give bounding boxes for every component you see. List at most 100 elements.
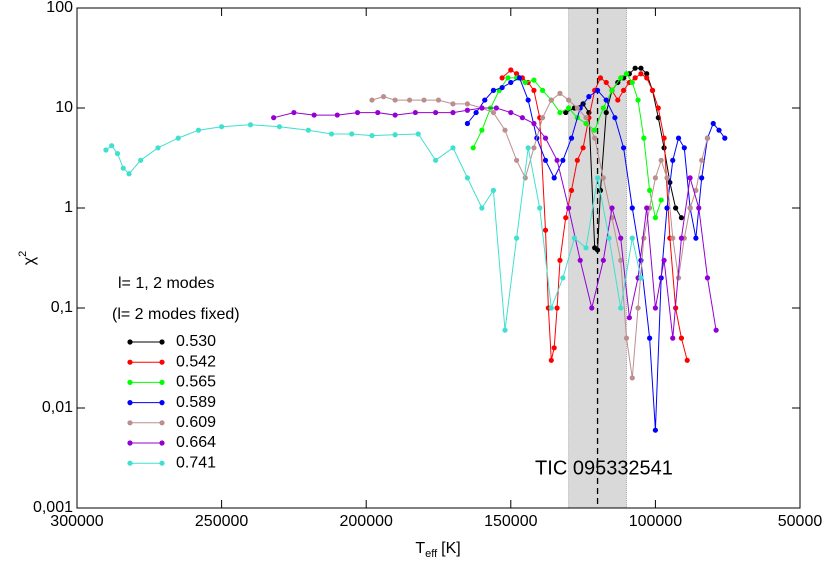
data-point bbox=[594, 87, 601, 93]
data-point bbox=[551, 345, 557, 351]
data-point bbox=[522, 175, 528, 181]
data-point bbox=[531, 87, 537, 93]
data-point bbox=[380, 94, 387, 100]
data-point bbox=[638, 257, 644, 263]
data-point bbox=[629, 205, 635, 211]
data-point bbox=[392, 112, 398, 118]
legend-marker bbox=[127, 420, 133, 426]
data-point bbox=[542, 157, 549, 163]
annotation: TIC 095332541 bbox=[535, 457, 673, 479]
data-point bbox=[577, 257, 583, 263]
series-line bbox=[371, 92, 708, 378]
data-point bbox=[647, 187, 653, 193]
legend-label: 0.589 bbox=[176, 394, 216, 411]
data-point bbox=[311, 112, 317, 118]
data-point bbox=[652, 215, 659, 221]
data-point bbox=[554, 305, 560, 311]
data-point bbox=[632, 75, 638, 81]
data-point bbox=[603, 97, 609, 103]
data-point bbox=[502, 327, 508, 333]
data-point bbox=[603, 109, 609, 116]
data-point bbox=[586, 94, 592, 100]
y-tick-label: 0,01 bbox=[42, 399, 73, 416]
data-point bbox=[644, 71, 650, 77]
data-point bbox=[678, 235, 685, 241]
data-point bbox=[479, 127, 485, 133]
x-tick-label: 200000 bbox=[340, 513, 393, 530]
y-tick-label: 100 bbox=[46, 0, 73, 16]
data-point bbox=[661, 145, 667, 151]
data-point bbox=[713, 327, 719, 333]
legend-marker bbox=[159, 400, 165, 406]
data-point bbox=[219, 124, 225, 130]
data-point bbox=[334, 112, 340, 118]
data-point bbox=[649, 87, 656, 93]
data-point bbox=[563, 215, 569, 221]
data-point bbox=[415, 131, 421, 137]
data-point bbox=[375, 109, 381, 116]
data-point bbox=[612, 115, 618, 121]
x-label-sub: eff bbox=[425, 548, 438, 560]
data-point bbox=[594, 175, 601, 181]
data-point bbox=[658, 157, 664, 163]
y-tick-label: 1 bbox=[64, 199, 73, 216]
data-point bbox=[508, 67, 514, 73]
data-point bbox=[670, 335, 676, 341]
data-point bbox=[349, 131, 355, 137]
data-point bbox=[568, 187, 575, 193]
data-point bbox=[635, 305, 641, 311]
data-point bbox=[499, 84, 505, 91]
data-point bbox=[109, 143, 115, 149]
data-point bbox=[525, 145, 531, 151]
legend-title: l= 1, 2 modes bbox=[118, 275, 215, 292]
data-point bbox=[103, 147, 109, 153]
data-point bbox=[473, 109, 479, 116]
data-point bbox=[580, 145, 586, 151]
data-point bbox=[560, 157, 566, 163]
data-point bbox=[548, 305, 554, 311]
x-tick-label: 300000 bbox=[50, 513, 103, 530]
data-point bbox=[525, 97, 531, 103]
data-point bbox=[412, 109, 418, 116]
data-point bbox=[574, 105, 580, 111]
data-point bbox=[670, 235, 676, 241]
data-point bbox=[644, 75, 650, 81]
data-point bbox=[655, 105, 661, 111]
data-point bbox=[638, 65, 644, 71]
data-point bbox=[155, 145, 161, 151]
data-point bbox=[305, 127, 311, 133]
data-point bbox=[620, 87, 627, 93]
data-point bbox=[644, 205, 650, 211]
data-point bbox=[542, 227, 549, 233]
legend-label: 0.565 bbox=[176, 374, 216, 391]
data-point bbox=[664, 205, 670, 211]
data-point bbox=[641, 235, 647, 241]
data-point bbox=[354, 109, 361, 116]
data-point bbox=[519, 115, 525, 121]
data-point bbox=[513, 71, 520, 77]
data-point bbox=[531, 145, 537, 151]
data-point bbox=[620, 145, 627, 151]
data-point bbox=[629, 375, 635, 381]
data-point bbox=[276, 124, 283, 130]
data-point bbox=[600, 257, 606, 263]
legend-label: 0.741 bbox=[176, 454, 216, 471]
data-point bbox=[629, 235, 635, 241]
data-point bbox=[450, 109, 456, 116]
series-line bbox=[273, 107, 717, 339]
plot-area bbox=[103, 7, 728, 509]
data-point bbox=[531, 77, 537, 83]
data-point bbox=[516, 75, 523, 81]
data-point bbox=[138, 157, 144, 163]
data-point bbox=[464, 101, 471, 107]
data-point bbox=[652, 427, 659, 433]
x-tick-label: 100000 bbox=[629, 513, 682, 530]
data-point bbox=[490, 187, 497, 193]
data-point bbox=[635, 97, 641, 103]
data-point bbox=[675, 135, 682, 141]
data-point bbox=[670, 157, 676, 163]
data-point bbox=[704, 135, 711, 141]
data-point bbox=[597, 75, 604, 81]
data-point bbox=[479, 205, 485, 211]
